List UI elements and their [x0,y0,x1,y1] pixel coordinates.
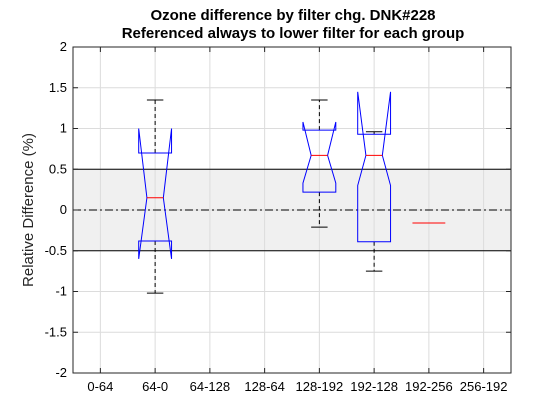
plot-area: -2 -1.5 -1 -0.5 0 0.5 1 1.5 2 0-64 64-0 64-128 128-6… [45,39,512,394]
chart-title-line-1: Ozone difference by filter chg. DNK#228 [150,7,435,24]
y-tick-label: 0 [60,202,67,217]
x-tick-label: 64-0 [142,379,168,394]
x-tick-label: 192-128 [350,379,398,394]
x-tick-label: 0-64 [87,379,113,394]
chart-title-line-2: Referenced always to lower filter for ea… [122,25,465,42]
notched-box [357,91,392,243]
y-tick-label: 2 [60,39,67,54]
y-tick-label: 1.5 [49,80,67,95]
y-tick-label: -0.5 [45,243,67,258]
x-tick-label: 192-256 [405,379,453,394]
notched-box [138,128,173,259]
x-tick-label: 128-64 [244,379,284,394]
y-tick-label: -1 [55,284,67,299]
x-tick-label: 256-192 [460,379,508,394]
y-axis-label: Relative Difference (%) [20,133,37,287]
notched-box [302,121,337,193]
y-tick-label: -1.5 [45,324,67,339]
x-tick-label: 128-192 [296,379,344,394]
y-tick-label: 1 [60,121,67,136]
x-tick-label: 64-128 [190,379,230,394]
y-tick-label: 0.5 [49,161,67,176]
y-tick-label: -2 [55,365,67,380]
